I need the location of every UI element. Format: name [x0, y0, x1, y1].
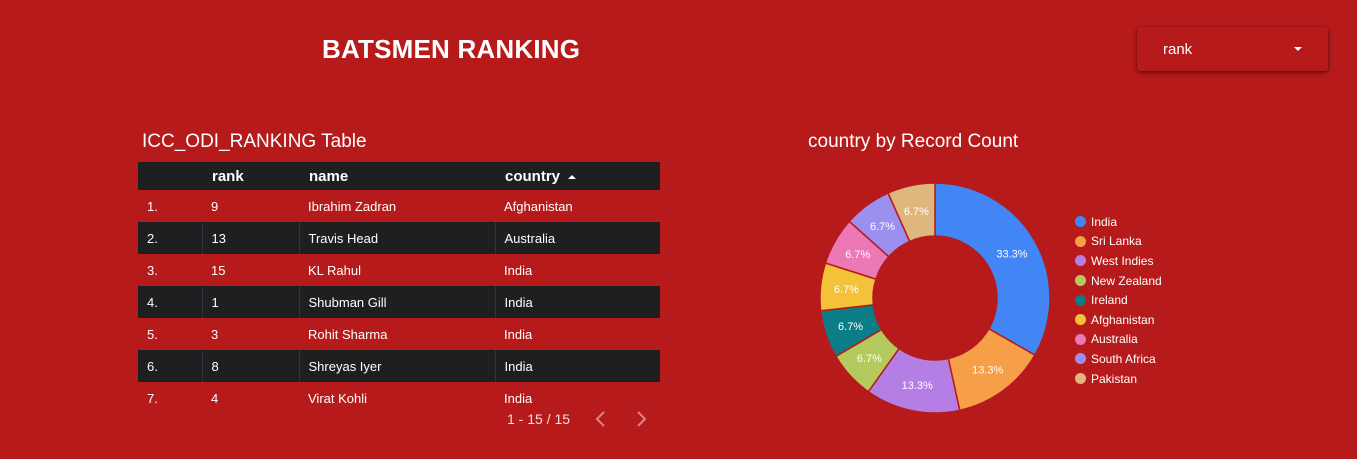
chart-title: country by Record Count [808, 131, 1019, 152]
legend-swatch [1075, 294, 1086, 306]
legend-swatch [1075, 353, 1086, 365]
legend-swatch [1075, 275, 1086, 287]
cell-country: Afghanistan [504, 198, 573, 214]
header-rank[interactable]: rank [202, 162, 299, 190]
row-index: 2. [147, 230, 158, 246]
header-country-label: country [505, 167, 561, 185]
legend-item[interactable]: West Indies [1075, 251, 1162, 271]
cell-name: Shubman Gill [298, 286, 495, 318]
cell-name: Shreyas Iyer [298, 350, 495, 382]
page-title: BATSMEN RANKING [322, 34, 581, 64]
cell-rank: 9 [211, 198, 219, 214]
legend-label: South Africa [1091, 351, 1156, 366]
legend-swatch [1075, 255, 1086, 267]
cell-country: India [504, 262, 533, 278]
legend-item[interactable]: South Africa [1075, 349, 1162, 369]
legend-label: Ireland [1091, 293, 1128, 308]
legend-label: New Zealand [1091, 273, 1162, 288]
table-row: 5. 3 Rohit Sharma India [138, 318, 660, 350]
cell-rank: 8 [201, 350, 299, 382]
legend-item[interactable]: Afghanistan [1075, 310, 1162, 330]
row-index: 1. [147, 198, 158, 214]
table-row: 6. 8 Shreyas Iyer India [138, 350, 660, 382]
cell-rank: 4 [211, 390, 219, 406]
slice-label: 6.7% [870, 221, 895, 233]
header-name-label: name [309, 167, 349, 185]
slice-label: 6.7% [834, 284, 859, 296]
row-index: 5. [147, 326, 158, 342]
header-index [138, 162, 202, 190]
cell-rank: 15 [211, 262, 226, 278]
cell-name: Virat Kohli [308, 390, 368, 406]
legend-label: Sri Lanka [1091, 234, 1142, 249]
cell-name: Rohit Sharma [308, 326, 388, 342]
slice-label: 6.7% [904, 206, 929, 218]
next-page-button[interactable] [631, 408, 651, 430]
cell-country: India [494, 350, 660, 382]
table-row: 4. 1 Shubman Gill India [138, 286, 660, 318]
ranking-table: rank name country 1. 9 Ibrahim Zadran Af… [138, 162, 660, 414]
legend-item[interactable]: Ireland [1075, 290, 1162, 310]
legend-label: India [1091, 214, 1118, 229]
header-country[interactable]: country [495, 162, 660, 190]
legend-label: Pakistan [1091, 371, 1138, 386]
row-index: 7. [147, 390, 158, 406]
rank-filter-dropdown[interactable]: rank [1137, 27, 1328, 71]
legend-swatch [1075, 235, 1086, 247]
cell-rank: 13 [201, 222, 299, 254]
chevron-right-icon [637, 411, 647, 427]
slice-label: 6.7% [845, 249, 870, 261]
slice-label: 6.7% [838, 321, 863, 333]
legend-swatch [1075, 333, 1086, 345]
table-row: 1. 9 Ibrahim Zadran Afghanistan [138, 190, 660, 222]
legend-item[interactable]: Australia [1075, 330, 1162, 350]
legend-label: Australia [1091, 332, 1138, 347]
chevron-left-icon [595, 411, 605, 427]
legend-label: West Indies [1091, 253, 1154, 268]
table-row: 7. 4 Virat Kohli India [138, 382, 660, 414]
legend-item[interactable]: Pakistan [1075, 369, 1162, 389]
cell-country: India [504, 390, 533, 406]
sort-ascending-icon [568, 174, 577, 179]
cell-rank: 3 [211, 326, 219, 342]
table-row: 2. 13 Travis Head Australia [138, 222, 660, 254]
caret-down-icon [1294, 47, 1302, 51]
legend-swatch [1075, 373, 1086, 385]
slice-label: 33.3% [996, 248, 1027, 260]
cell-country: India [504, 326, 533, 342]
legend-item[interactable]: New Zealand [1075, 271, 1162, 291]
slice-label: 13.3% [972, 365, 1003, 377]
slice-label: 13.3% [902, 380, 933, 392]
cell-rank: 1 [201, 286, 299, 318]
chart-legend: India Sri Lanka West Indies New Zealand Irel… [1075, 212, 1162, 388]
row-index: 6. [147, 358, 158, 374]
row-index: 4. [147, 294, 158, 310]
legend-label: Afghanistan [1091, 312, 1155, 327]
legend-item[interactable]: India [1075, 212, 1162, 232]
previous-page-button[interactable] [591, 408, 611, 430]
slice-label: 6.7% [857, 353, 882, 365]
table-title: ICC_ODI_RANKING Table [142, 131, 367, 152]
cell-name: KL Rahul [308, 262, 361, 278]
dropdown-selected-value: rank [1163, 40, 1193, 58]
cell-country: Australia [494, 222, 660, 254]
legend-swatch [1075, 216, 1086, 228]
legend-swatch [1075, 314, 1086, 326]
cell-name: Travis Head [298, 222, 495, 254]
legend-item[interactable]: Sri Lanka [1075, 232, 1162, 252]
donut-chart: 33.3% 13.3% 13.3% 6.7% 6.7% 6.7% 6.7% 6.7% 6.7% [819, 182, 1051, 414]
pagination-label: 1 - 15 / 15 [507, 411, 571, 427]
table-header-row: rank name country [138, 162, 660, 190]
cell-name: Ibrahim Zadran [308, 198, 397, 214]
donut-slice[interactable] [934, 182, 1051, 357]
row-index: 3. [147, 262, 158, 278]
donut-slice[interactable] [887, 182, 936, 243]
header-rank-label: rank [212, 167, 244, 185]
cell-country: India [494, 286, 660, 318]
header-name[interactable]: name [299, 162, 495, 190]
table-row: 3. 15 KL Rahul India [138, 254, 660, 286]
